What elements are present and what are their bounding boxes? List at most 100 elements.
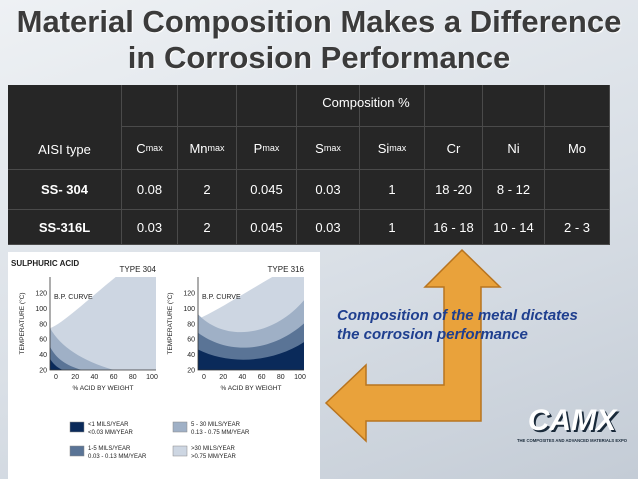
column-base: S	[315, 140, 324, 156]
y-tick-label: 120	[35, 291, 47, 298]
x-tick-label: 100	[146, 374, 158, 381]
row-header-cell: AISI type	[8, 85, 122, 170]
group-cell	[122, 85, 178, 127]
y-tick-label: 120	[183, 291, 195, 298]
legend-line: <0.03 MM/YEAR	[88, 430, 134, 436]
value-cell: 10 - 14	[483, 210, 545, 245]
value: 10 - 14	[493, 219, 534, 235]
column-sub: max	[145, 143, 163, 153]
group-cell	[360, 85, 425, 127]
x-tick-label: 20	[71, 374, 79, 381]
column-sub: max	[207, 143, 225, 153]
title-line: Material Composition Makes a Difference	[16, 4, 622, 39]
curve-label: B.P. CURVE	[54, 294, 93, 301]
x-tick-label: 100	[294, 374, 306, 381]
column-base: C	[136, 140, 146, 156]
value-cell: 1	[360, 170, 425, 210]
y-axis-label: TEMPERATURE (°C)	[18, 292, 26, 354]
value: 2 - 3	[563, 219, 590, 235]
x-axis-label: % ACID BY WEIGHT	[221, 385, 282, 392]
value-cell: 2 - 3	[545, 210, 610, 245]
value-cell: 8 - 12	[483, 170, 545, 210]
x-tick-label: 40	[239, 374, 247, 381]
panel-title: TYPE 316	[268, 265, 305, 274]
value: 8 - 12	[496, 182, 531, 197]
column-sub: max	[389, 143, 407, 153]
value-cell: 1	[360, 210, 425, 245]
value: 0.045	[250, 219, 283, 235]
legend-line: 1-5 MILS/YEAR	[88, 446, 131, 452]
value: 2	[203, 182, 211, 197]
group-cell	[178, 85, 237, 127]
value-cell: 0.045	[237, 170, 297, 210]
y-tick-label: 100	[35, 306, 47, 313]
column-base: Mn	[189, 140, 208, 156]
column-header: Mo	[545, 127, 610, 170]
legend-line: 5 - 30 MILS/YEAR	[191, 422, 241, 428]
row-name: SS-316L	[8, 210, 122, 245]
x-tick-label: 80	[277, 374, 285, 381]
figure-heading: SULPHURIC ACID	[11, 259, 79, 268]
value: 16 - 18	[433, 219, 474, 235]
column-header: Ni	[483, 127, 545, 170]
bp-region	[198, 277, 273, 319]
y-tick-label: 60	[187, 337, 195, 344]
value-cell: 0.045	[237, 210, 297, 245]
double-arrow	[324, 248, 502, 443]
legend-swatch	[69, 445, 85, 457]
band	[198, 342, 304, 370]
y-tick-label: 80	[39, 321, 47, 328]
legend-line: 0.13 - 0.75 MM/YEAR	[191, 430, 250, 436]
y-tick-label: 40	[39, 352, 47, 359]
value: 2	[203, 219, 211, 235]
column-base: P	[253, 140, 263, 156]
x-tick-label: 40	[91, 374, 99, 381]
group-header: Composition %	[322, 95, 410, 110]
bp-region	[50, 277, 116, 329]
legend-line: 0.03 - 0.13 MM/YEAR	[88, 454, 147, 460]
value: 1	[388, 182, 396, 197]
value-cell: 0.03	[122, 210, 178, 245]
legend-line: >0.75 MM/YEAR	[191, 454, 237, 460]
value: 0.045	[250, 182, 283, 197]
x-tick-label: 80	[129, 374, 137, 381]
legend-line: <1 MILS/YEAR	[88, 422, 129, 428]
diagram: SULPHURIC ACID TYPE 304 B.P. CURVE 120 100 80…	[11, 259, 306, 460]
column-sub: max	[323, 143, 341, 153]
axes	[49, 277, 156, 371]
annotation: Composition of the metal dictates	[337, 307, 578, 324]
value-cell: 2	[178, 210, 237, 245]
value-cell: 2	[178, 170, 237, 210]
group-cell	[297, 85, 360, 127]
row-label: SS- 304	[41, 182, 88, 197]
legend-swatch	[172, 421, 188, 433]
group-cell	[425, 85, 483, 127]
group-cell	[483, 85, 545, 127]
y-tick-label: 60	[39, 337, 47, 344]
column-sub: max	[262, 143, 280, 153]
value-cell: 18 -20	[425, 170, 483, 210]
logo: CAMX CAMX THE COMPOSITES AND ADVANCED MA…	[517, 404, 628, 443]
corrosion-figure: SULPHURIC ACID TYPE 304 B.P. CURVE 120 100 80…	[8, 252, 320, 479]
x-axis-label: % ACID BY WEIGHT	[73, 385, 134, 392]
row-header: AISI type	[38, 142, 91, 157]
legend-swatch	[69, 421, 85, 433]
curve-label: B.P. CURVE	[202, 294, 241, 301]
x-tick-label: 0	[54, 374, 58, 381]
y-tick-label: 80	[187, 321, 195, 328]
logo-shadow: CAMX	[530, 406, 620, 439]
value: 0.03	[136, 219, 163, 235]
value-cell: 0.03	[297, 210, 360, 245]
x-tick-label: 0	[202, 374, 206, 381]
column-header: Cr	[425, 127, 483, 170]
annotation: the corrosion performance	[337, 326, 528, 343]
axes	[197, 277, 304, 371]
band	[50, 346, 82, 370]
row-label: SS-316L	[38, 219, 91, 235]
value-cell: 0.03	[297, 170, 360, 210]
x-tick-label: 60	[258, 374, 266, 381]
band	[50, 358, 63, 370]
